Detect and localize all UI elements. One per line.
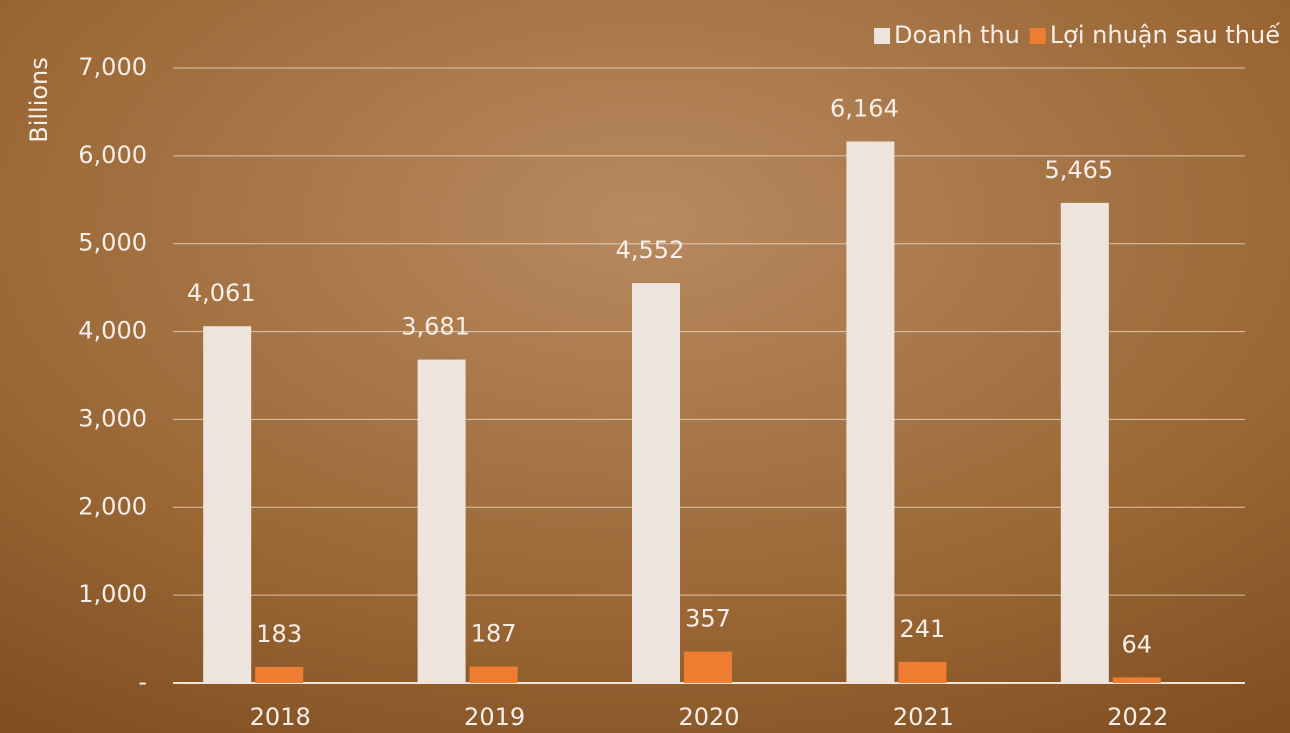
- bar: [846, 141, 894, 683]
- y-tick-label: 7,000: [78, 53, 147, 81]
- data-label: 357: [685, 605, 731, 633]
- data-label: 4,552: [616, 236, 685, 264]
- data-label: 241: [899, 615, 945, 643]
- y-tick-label: 1,000: [78, 580, 147, 608]
- x-tick-label: 2022: [1107, 703, 1168, 731]
- legend-label: Doanh thu: [894, 21, 1020, 49]
- data-label: 187: [471, 620, 517, 648]
- data-label: 6,164: [830, 94, 899, 122]
- data-label: 64: [1122, 630, 1153, 658]
- y-tick-label: 5,000: [78, 229, 147, 257]
- x-tick-label: 2020: [678, 703, 739, 731]
- y-axis-title: Billions: [25, 57, 53, 143]
- y-tick-label: 6,000: [78, 141, 147, 169]
- bar: [632, 283, 680, 683]
- y-tick-label: 3,000: [78, 404, 147, 432]
- bar: [1113, 677, 1161, 683]
- data-label: 3,681: [401, 313, 470, 341]
- x-tick-label: 2021: [893, 703, 954, 731]
- legend-label: Lợi nhuận sau thuế: [1050, 21, 1280, 49]
- legend-swatch: [1030, 28, 1046, 44]
- bar: [1061, 203, 1109, 683]
- y-tick-label: 4,000: [78, 317, 147, 345]
- data-label: 5,465: [1044, 156, 1113, 184]
- chart: Billions - 1,000 2,000 3,000 4,000 5,000 6,000…: [0, 0, 1290, 733]
- x-tick-label: 2019: [464, 703, 525, 731]
- data-label: 4,061: [187, 279, 256, 307]
- y-tick-label: 2,000: [78, 492, 147, 520]
- bar: [418, 360, 466, 683]
- bar: [470, 667, 518, 683]
- bar: [898, 662, 946, 683]
- x-tick-label: 2018: [250, 703, 311, 731]
- bar: [255, 667, 303, 683]
- bar: [203, 326, 251, 683]
- bar: [684, 652, 732, 683]
- data-label: 183: [256, 620, 302, 648]
- y-tick-label: -: [138, 668, 147, 696]
- legend-swatch: [874, 28, 890, 44]
